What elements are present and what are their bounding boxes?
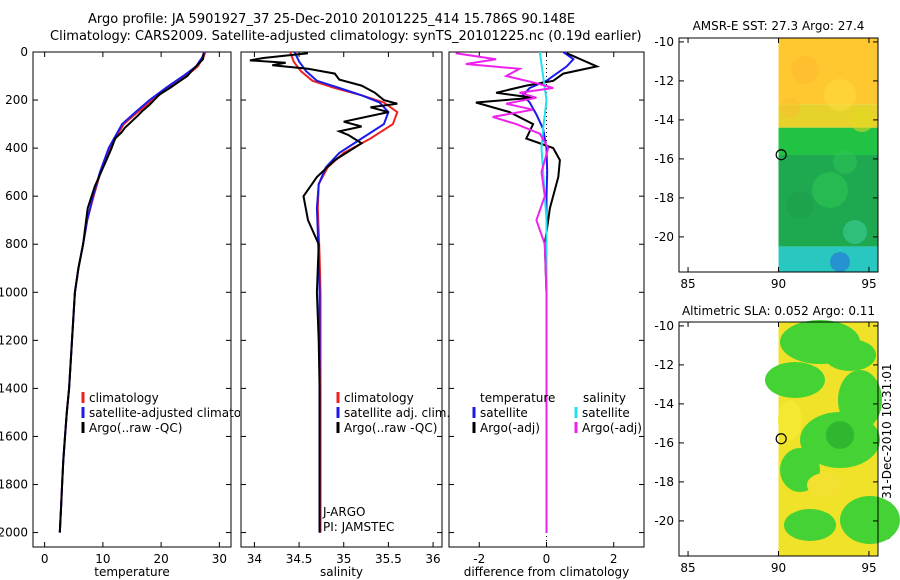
salinity-annotation-pi: PI: JAMSTEC <box>323 520 394 534</box>
difference-legend-temperature-heading: temperature <box>480 391 555 405</box>
sla-map-argo-marker <box>775 433 787 445</box>
temperature-ytick-label: 1000 <box>0 285 28 299</box>
sst-map-texture <box>780 98 800 118</box>
temperature-ytick-label: 1400 <box>0 381 28 395</box>
salinity-xaxis-label: salinity <box>320 565 363 579</box>
temperature-series-satellite-adjusted-climatology <box>58 51 206 533</box>
sst-map-texture <box>850 108 874 132</box>
salinity-legend-satellite: satellite adj. clim. <box>344 406 450 420</box>
sla-map-ytick-label: -20 <box>654 514 674 528</box>
sla-map-xtick-label: 90 <box>771 561 786 575</box>
difference-legend-sal-satellite: satellite <box>582 406 630 420</box>
salinity-xtick-label: 35.5 <box>375 552 402 566</box>
salinity-plot-frame <box>240 51 443 548</box>
temperature-ytick-label: 2000 <box>0 526 28 540</box>
sla-map-xtick-label: 85 <box>680 561 695 575</box>
sla-map-blob <box>824 339 876 371</box>
difference-legend-salinity-heading: salinity <box>583 391 626 405</box>
sst-map-texture <box>833 150 857 174</box>
sla-map-blob <box>765 362 825 398</box>
difference-from-climatology-series-temperature-argo-adj- <box>475 52 601 533</box>
sla-map-blob <box>840 496 900 544</box>
temperature-ytick-label: 1600 <box>0 429 28 443</box>
salinity-legend-climatology: climatology <box>344 391 414 405</box>
salinity-xtick-label: 35 <box>336 552 351 566</box>
salinity-series-argo-raw-qc- <box>249 52 398 533</box>
temperature-ytick-label: 1200 <box>0 333 28 347</box>
sst-map-ytick-label: -12 <box>654 74 674 88</box>
sst-map-ytick-label: -20 <box>654 230 674 244</box>
sst-map-color-band <box>778 246 878 272</box>
sla-map-ytick-label: -16 <box>654 436 674 450</box>
salinity-series-satellite-adj-clim- <box>293 51 390 533</box>
temperature-legend-argo: Argo(..raw -QC) <box>89 421 182 435</box>
sst-map-texture <box>830 252 850 272</box>
sst-map-texture <box>843 220 867 244</box>
sla-map-blob-dark <box>826 421 854 449</box>
salinity-series-climatology <box>289 51 399 533</box>
sst-map-texture <box>824 79 856 111</box>
sla-map-ytick-label: -10 <box>654 319 674 333</box>
temperature-xtick-label: 20 <box>153 552 168 566</box>
sla-map-blob-yellow <box>778 400 802 440</box>
temperature-ytick-label: 200 <box>5 93 28 107</box>
temperature-xtick-label: 0 <box>41 552 49 566</box>
sst-map-texture <box>812 172 848 208</box>
sla-map-xtick-label: 95 <box>861 561 876 575</box>
sst-map-texture <box>786 191 814 219</box>
sla-map-ytick-label: -18 <box>654 475 674 489</box>
sst-map-xtick-label: 85 <box>680 277 695 291</box>
salinity-xtick-label: 36 <box>425 552 440 566</box>
sst-map-color-band <box>778 127 878 155</box>
difference-legend-temp-argo: Argo(-adj) <box>480 421 540 435</box>
difference-from-climatology-xtick-label: 0 <box>543 552 551 566</box>
difference-from-climatology-xtick-label: 2 <box>610 552 618 566</box>
temperature-series-argo-raw-qc- <box>58 53 205 533</box>
sla-map-blob <box>838 370 882 430</box>
temperature-ytick-label: 600 <box>5 189 28 203</box>
sst-map-title: AMSR-E SST: 27.3 Argo: 27.4 <box>693 19 865 33</box>
salinity-xtick-label: 34.5 <box>286 552 313 566</box>
salinity-xtick-label: 34 <box>247 552 262 566</box>
sla-map-blob <box>784 509 836 541</box>
temperature-legend-satellite: satellite-adjusted climatology <box>89 406 267 420</box>
temperature-series-climatology <box>58 51 207 533</box>
sla-map-ytick-label: -14 <box>654 397 674 411</box>
sst-map-xtick-label: 95 <box>861 277 876 291</box>
figure-title-line2: Climatology: CARS2009. Satellite-adjuste… <box>50 29 642 44</box>
temperature-ytick-label: 0 <box>20 45 28 59</box>
sst-map-ytick-label: -16 <box>654 152 674 166</box>
sst-map-ytick-label: -14 <box>654 113 674 127</box>
temperature-ytick-label: 800 <box>5 237 28 251</box>
difference-from-climatology-xtick-label: -2 <box>473 552 485 566</box>
sst-map-ytick-label: -10 <box>654 35 674 49</box>
temperature-legend-climatology: climatology <box>89 391 159 405</box>
difference-from-climatology-xaxis-label: difference from climatology <box>464 565 630 579</box>
temperature-xtick-label: 30 <box>212 552 227 566</box>
sla-map-ytick-label: -12 <box>654 358 674 372</box>
difference-from-climatology-series-salinity-argo-adj- <box>455 52 554 533</box>
temperature-ytick-label: 400 <box>5 141 28 155</box>
sst-map-argo-marker <box>775 149 787 161</box>
temperature-xtick-label: 10 <box>95 552 110 566</box>
sst-map-ytick-label: -18 <box>654 191 674 205</box>
difference-from-climatology-series-temperature-satellite <box>521 51 575 533</box>
temperature-ytick-label: 1800 <box>0 478 28 492</box>
sla-map-blob-yellow <box>807 473 843 497</box>
temperature-xaxis-label: temperature <box>94 565 169 579</box>
figure-title-line1: Argo profile: JA 5901927_37 25-Dec-2010 … <box>88 12 576 27</box>
temperature-plot-frame <box>32 51 232 548</box>
sst-map-texture <box>791 56 819 84</box>
sst-map-xtick-label: 90 <box>771 277 786 291</box>
difference-legend-sal-argo: Argo(-adj) <box>582 421 642 435</box>
difference-legend-temp-satellite: satellite <box>480 406 528 420</box>
salinity-legend-argo: Argo(..raw -QC) <box>344 421 437 435</box>
sla-map-title: Altimetric SLA: 0.052 Argo: 0.11 <box>682 304 875 318</box>
salinity-annotation-project: J-ARGO <box>322 505 365 519</box>
